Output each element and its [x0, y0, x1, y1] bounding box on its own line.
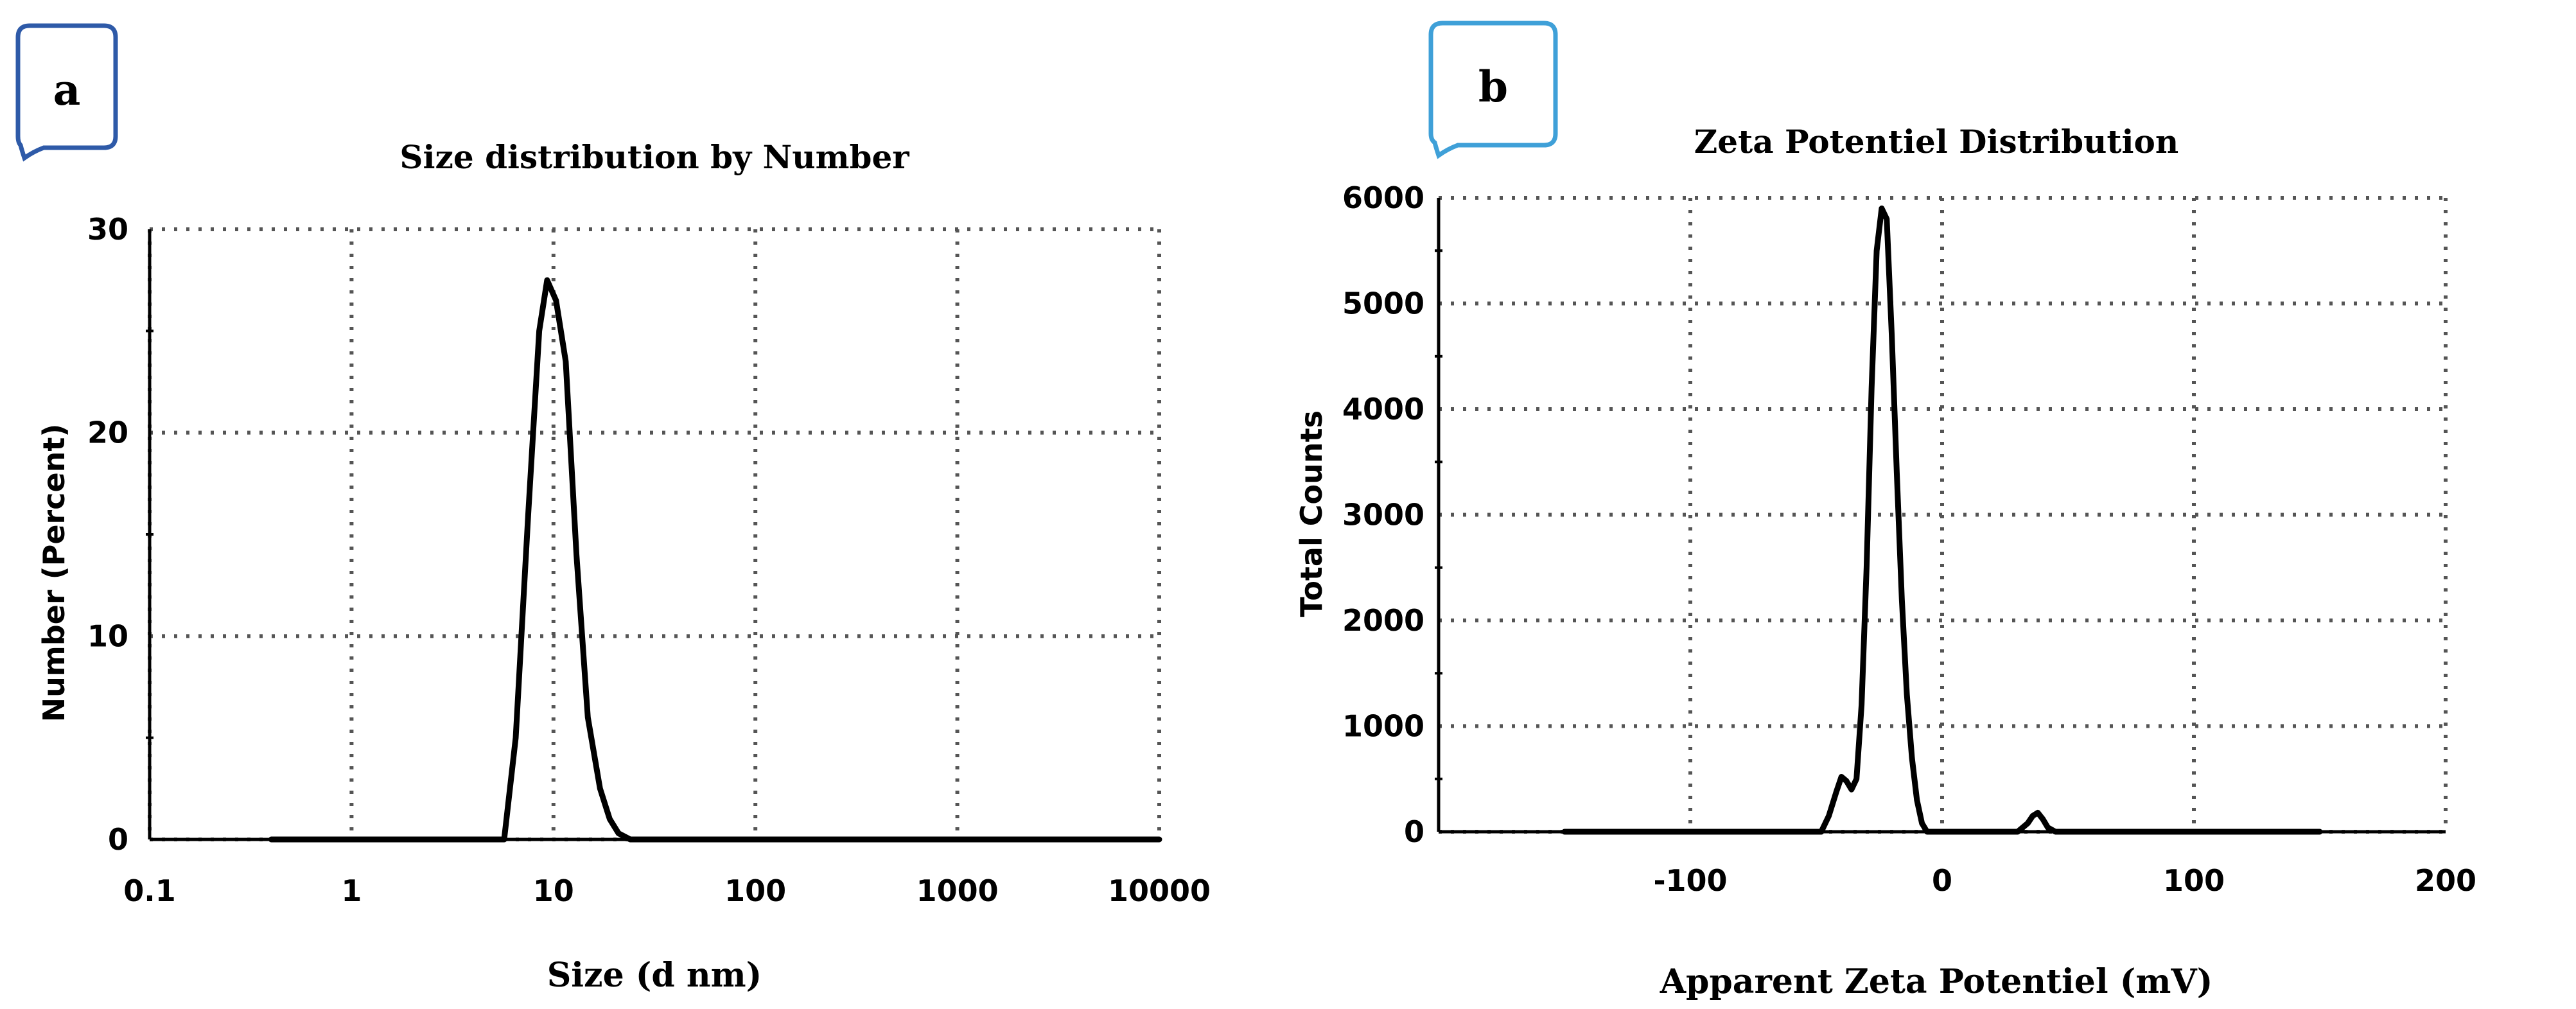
chart-b-ytick-label-4: 4000 [1342, 392, 1424, 426]
chart-b-ytick-label-6: 6000 [1342, 180, 1424, 215]
chart-b-title: Zeta Potentiel Distribution [1694, 123, 2178, 161]
chart-b-xlabel: Apparent Zeta Potentiel (mV) [1660, 962, 2213, 1001]
panel-b-letter: b [1478, 62, 1508, 112]
chart-b-xtick-label-2: 100 [2163, 863, 2225, 898]
chart-a-series-group [268, 277, 1162, 843]
chart-a-xtick-label-2: 10 [533, 873, 574, 908]
chart-b-xtick-label-1: 0 [1932, 863, 1952, 898]
chart-b-ytick-label-0: 0 [1404, 814, 1424, 849]
chart-size-distribution: Size distribution by Number Size (d nm) … [37, 138, 1211, 995]
panel-a-badge: a [15, 23, 118, 162]
chart-a-xtick-label-4: 1000 [916, 873, 999, 908]
chart-a-axes [146, 229, 1159, 841]
chart-b-ytick-label-3: 3000 [1342, 498, 1424, 532]
chart-a-xtick-label-3: 100 [724, 873, 786, 908]
chart-b-grid [1439, 196, 2448, 834]
chart-a-title: Size distribution by Number [399, 138, 909, 176]
chart-b-ytick-label-2: 2000 [1342, 603, 1424, 638]
chart-a-ytick-label-0: 0 [108, 822, 128, 857]
chart-a-xtick-label-1: 1 [341, 873, 362, 908]
chart-a-series-line-0 [268, 277, 1162, 843]
chart-b-xtick-label-0: -100 [1653, 863, 1727, 898]
chart-a-ytick-label-1: 10 [87, 619, 128, 653]
chart-a-xtick-label-5: 10000 [1108, 873, 1211, 908]
chart-zeta-potential: Zeta Potentiel Distribution Apparent Zet… [1294, 123, 2476, 1001]
chart-a-grid [148, 227, 1161, 841]
chart-b-ytick-label-1: 1000 [1342, 709, 1424, 744]
chart-b-ylabel: Total Counts [1294, 410, 1329, 617]
chart-b-series-group [1561, 206, 2323, 835]
chart-b-xtick-label-3: 200 [2415, 863, 2476, 898]
chart-a-ytick-label-2: 20 [87, 416, 128, 450]
panel-a-letter: a [53, 65, 81, 115]
chart-b-ytick-label-5: 5000 [1342, 286, 1424, 321]
chart-a-xlabel: Size (d nm) [547, 956, 762, 995]
chart-a-ylabel: Number (Percent) [37, 424, 71, 723]
chart-b-series-line-0 [1561, 206, 2323, 835]
chart-a-tick-labels: 0.1 1 10 100 1000 10000 0 10 20 30 [87, 212, 1211, 908]
panel-b-badge: b [1428, 21, 1558, 159]
chart-a-ytick-label-3: 30 [87, 212, 128, 247]
chart-a-xtick-label-0: 0.1 [123, 873, 176, 908]
